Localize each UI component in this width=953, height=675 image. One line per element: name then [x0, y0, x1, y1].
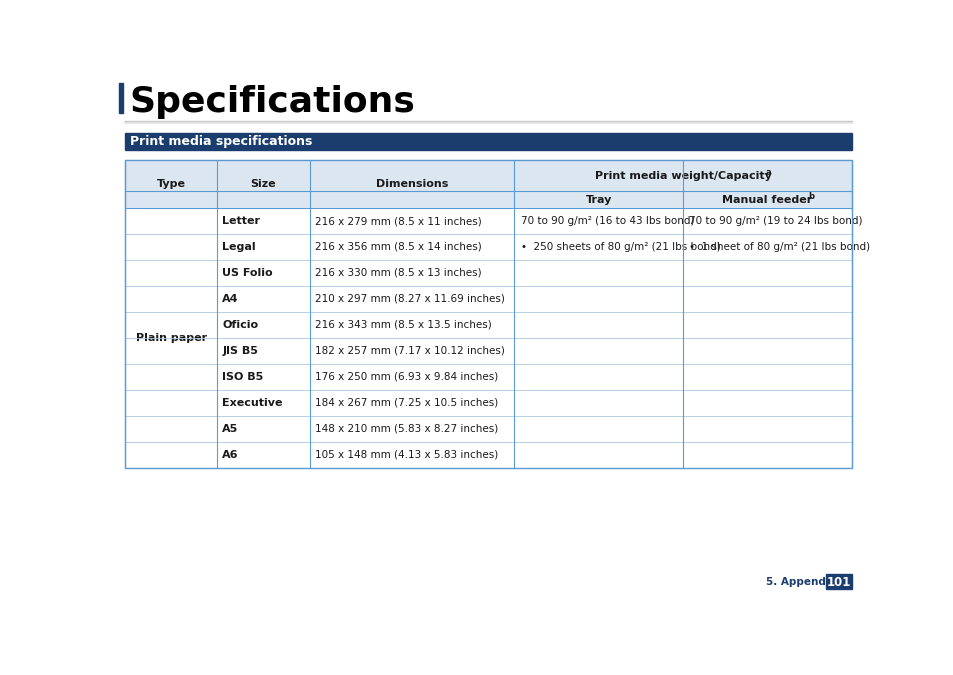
Text: JIS B5: JIS B5: [222, 346, 258, 356]
Bar: [125, 160, 852, 468]
Text: US Folio: US Folio: [222, 268, 273, 278]
Text: Letter: Letter: [222, 216, 260, 226]
Text: Size: Size: [251, 179, 276, 189]
Text: 101: 101: [826, 576, 850, 589]
Bar: [125, 191, 852, 208]
Text: A6: A6: [222, 450, 238, 460]
Text: Executive: Executive: [222, 398, 282, 408]
Text: 216 x 343 mm (8.5 x 13.5 inches): 216 x 343 mm (8.5 x 13.5 inches): [315, 320, 492, 330]
Bar: [825, 574, 852, 589]
Text: Type: Type: [156, 179, 186, 189]
Text: Print media specifications: Print media specifications: [130, 135, 313, 148]
Text: 182 x 257 mm (7.17 x 10.12 inches): 182 x 257 mm (7.17 x 10.12 inches): [315, 346, 505, 356]
Text: •  250 sheets of 80 g/m² (21 lbs bond): • 250 sheets of 80 g/m² (21 lbs bond): [520, 242, 720, 252]
Text: Specifications: Specifications: [130, 85, 415, 119]
Text: A4: A4: [222, 294, 238, 304]
Text: Print media weight/Capacity: Print media weight/Capacity: [595, 171, 771, 181]
Text: 216 x 356 mm (8.5 x 14 inches): 216 x 356 mm (8.5 x 14 inches): [315, 242, 481, 252]
Text: 5. Appendix: 5. Appendix: [765, 577, 836, 587]
Text: 70 to 90 g/m² (19 to 24 lbs bond): 70 to 90 g/m² (19 to 24 lbs bond): [688, 216, 862, 226]
Text: Manual feeder: Manual feeder: [721, 194, 812, 205]
Bar: [119, 83, 123, 113]
Text: 210 x 297 mm (8.27 x 11.69 inches): 210 x 297 mm (8.27 x 11.69 inches): [315, 294, 505, 304]
Text: 105 x 148 mm (4.13 x 5.83 inches): 105 x 148 mm (4.13 x 5.83 inches): [315, 450, 498, 460]
Text: Oficio: Oficio: [222, 320, 258, 330]
Text: a: a: [765, 168, 770, 177]
Bar: [125, 134, 852, 151]
Text: 148 x 210 mm (5.83 x 8.27 inches): 148 x 210 mm (5.83 x 8.27 inches): [315, 424, 498, 433]
Text: 184 x 267 mm (7.25 x 10.5 inches): 184 x 267 mm (7.25 x 10.5 inches): [315, 398, 498, 408]
Bar: [125, 208, 852, 468]
Text: Legal: Legal: [222, 242, 255, 252]
Text: •  1 sheet of 80 g/m² (21 lbs bond): • 1 sheet of 80 g/m² (21 lbs bond): [688, 242, 869, 252]
Text: ISO B5: ISO B5: [222, 372, 263, 382]
Text: Plain paper: Plain paper: [135, 333, 207, 343]
Text: Tray: Tray: [585, 194, 611, 205]
Text: Dimensions: Dimensions: [375, 179, 448, 189]
Text: b: b: [807, 192, 813, 201]
Text: 216 x 279 mm (8.5 x 11 inches): 216 x 279 mm (8.5 x 11 inches): [315, 216, 481, 226]
Text: A5: A5: [222, 424, 238, 433]
Text: 70 to 90 g/m² (16 to 43 lbs bond): 70 to 90 g/m² (16 to 43 lbs bond): [520, 216, 694, 226]
Bar: [125, 160, 852, 191]
Text: 216 x 330 mm (8.5 x 13 inches): 216 x 330 mm (8.5 x 13 inches): [315, 268, 481, 278]
Text: 176 x 250 mm (6.93 x 9.84 inches): 176 x 250 mm (6.93 x 9.84 inches): [315, 372, 498, 382]
